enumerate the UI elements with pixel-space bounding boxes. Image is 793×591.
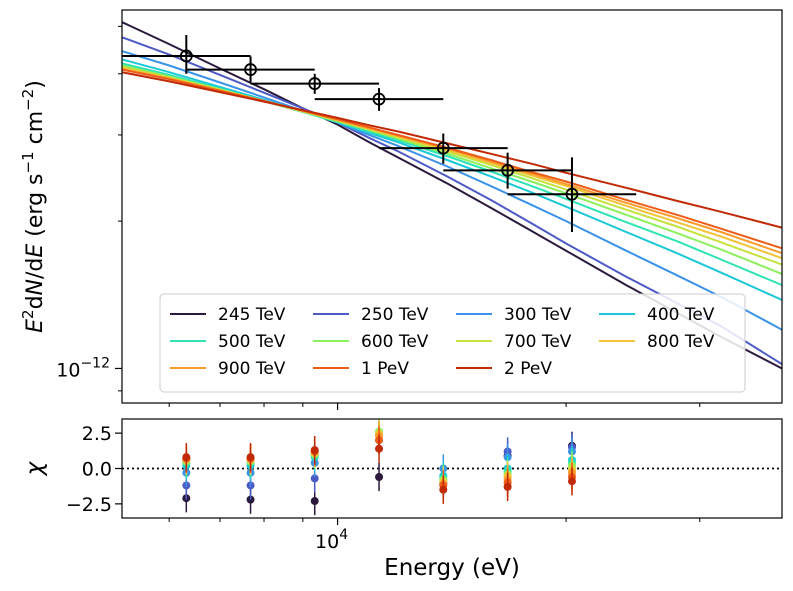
legend-label: 300 TeV xyxy=(504,305,572,325)
legend-item: 300 TeV xyxy=(456,305,572,325)
legend-item: 700 TeV xyxy=(456,332,572,352)
residual-point xyxy=(310,474,319,483)
legend-item: 400 TeV xyxy=(599,305,715,325)
legend-item: 2 PeV xyxy=(456,359,552,379)
ylabel-part: E xyxy=(23,319,48,333)
legend-label: 245 TeV xyxy=(218,305,286,325)
ylabel-part: /d xyxy=(23,258,48,279)
legend-label: 250 TeV xyxy=(361,305,429,325)
legend-label: 400 TeV xyxy=(647,305,715,325)
residual-point xyxy=(375,444,384,453)
legend-item: 900 TeV xyxy=(170,359,286,379)
legend-item: 245 TeV xyxy=(170,305,286,325)
residual-point xyxy=(567,477,576,486)
y-tick-exp: −12 xyxy=(80,355,110,371)
model-curve-2-pev xyxy=(122,71,782,229)
x-axis-label: Energy (eV) xyxy=(384,555,520,581)
residual-series-2-pev xyxy=(182,434,576,504)
residual-point xyxy=(182,453,191,462)
data-point-1 xyxy=(244,63,257,76)
main-frame xyxy=(121,9,783,404)
legend-box xyxy=(159,293,746,393)
data-point-3 xyxy=(372,92,386,106)
data-point-6 xyxy=(565,187,579,201)
y-axis-label: E2dN/dE (erg s−1 cm−2) xyxy=(19,80,48,333)
ylabel-part: N xyxy=(23,279,48,295)
residual-point xyxy=(375,472,384,481)
ylabel-part: E xyxy=(23,244,48,258)
residual-panel: 2.5 0.0 −2.5 χ 104 Energy (eV) xyxy=(22,418,783,581)
ylabel-part: (erg s xyxy=(23,173,48,243)
residual-point xyxy=(439,485,448,494)
model-curve-250-tev xyxy=(122,36,782,366)
ylabel-part: cm xyxy=(23,111,48,152)
x-tick-exp: 4 xyxy=(339,527,348,543)
residual-point xyxy=(503,482,512,491)
legend-item: 250 TeV xyxy=(313,305,429,325)
ylabel-part: d xyxy=(23,295,48,309)
ylabel-part: −2 xyxy=(19,89,37,111)
residual-y-tick-label: 2.5 xyxy=(82,423,112,445)
legend-label: 600 TeV xyxy=(361,332,429,352)
residual-point xyxy=(310,497,319,506)
residual-content xyxy=(122,419,782,516)
model-curve-400-tev xyxy=(122,58,782,301)
ylabel-part: 2 xyxy=(19,309,37,319)
legend-label: 700 TeV xyxy=(504,332,572,352)
legend: 245 TeV 250 TeV 300 TeV 400 TeV 500 TeV 600 T… xyxy=(159,293,746,393)
y-tick-base: 10 xyxy=(56,359,80,381)
legend-label: 900 TeV xyxy=(218,359,286,379)
residual-y-axis-label: χ xyxy=(22,460,48,477)
model-curve-1-pev xyxy=(122,68,782,250)
model-curve-300-tev xyxy=(122,50,782,331)
legend-item: 800 TeV xyxy=(599,332,715,352)
y-tick-label-0: 10−12 xyxy=(56,355,110,381)
legend-label: 2 PeV xyxy=(504,359,552,379)
data-point-0 xyxy=(179,49,193,63)
ylabel-part: ) xyxy=(23,80,48,89)
residual-point xyxy=(310,446,319,455)
ylabel-part: −1 xyxy=(19,151,37,173)
legend-label: 800 TeV xyxy=(647,332,715,352)
data-point-2 xyxy=(308,77,322,90)
data-point-4 xyxy=(436,141,450,155)
legend-label: 500 TeV xyxy=(218,332,286,352)
legend-label: 1 PeV xyxy=(361,359,409,379)
legend-item: 500 TeV xyxy=(170,332,286,352)
legend-item: 600 TeV xyxy=(313,332,429,352)
model-curve-500-tev xyxy=(122,62,782,287)
residual-y-tick-label: −2.5 xyxy=(66,494,112,516)
residual-point xyxy=(246,453,255,462)
data-points xyxy=(122,35,637,233)
data-point-5 xyxy=(501,163,515,177)
x-tick-base: 10 xyxy=(315,531,339,553)
x-tick-label-0: 104 xyxy=(315,527,348,553)
residual-y-tick-label: 0.0 xyxy=(82,459,112,481)
legend-item: 1 PeV xyxy=(313,359,409,379)
